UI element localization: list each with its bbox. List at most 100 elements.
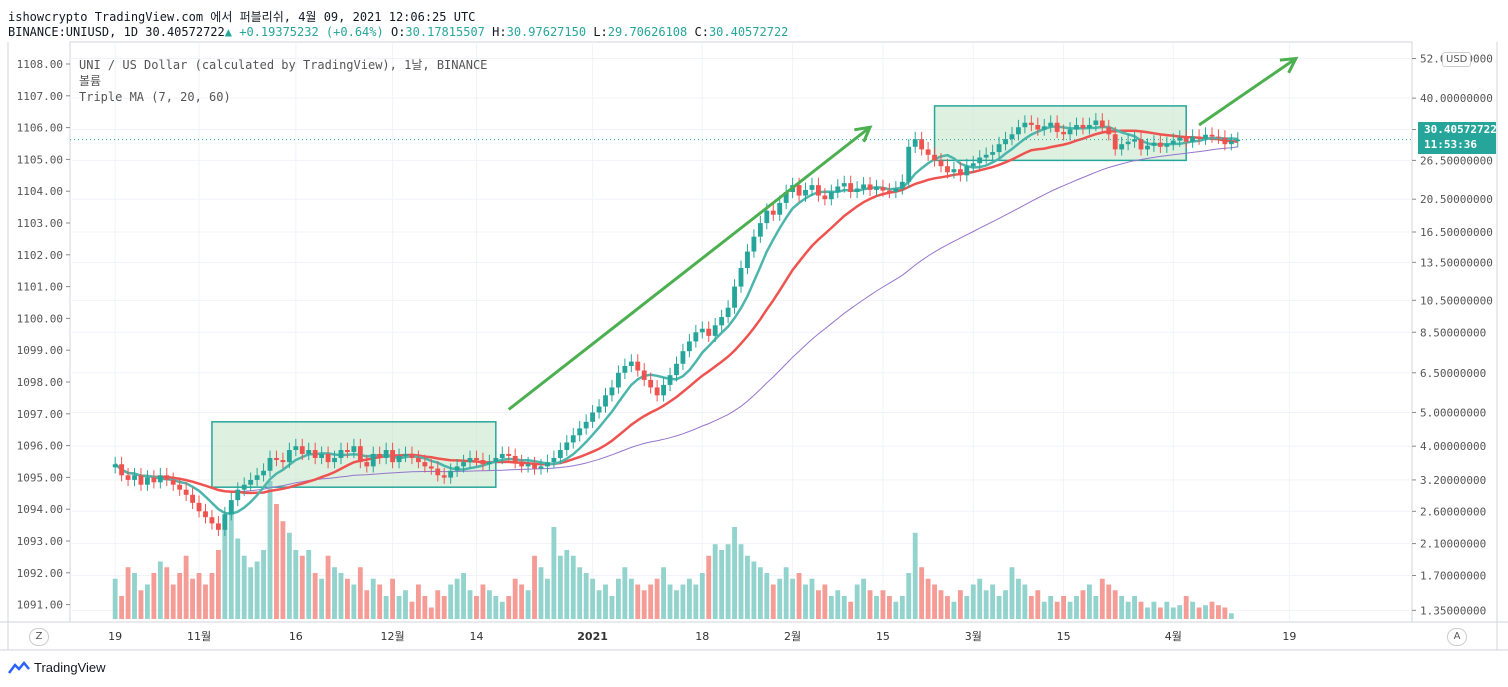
candle-body: [157, 475, 163, 483]
legend-volume[interactable]: 볼륨: [79, 74, 102, 88]
right-axis-label: 2.60000000: [1420, 505, 1486, 518]
volume-bar: [628, 578, 634, 619]
candle-body: [564, 442, 570, 451]
volume-bar: [203, 584, 208, 619]
candle-body: [403, 453, 408, 456]
candle-body: [603, 395, 608, 407]
low-value: 29.70626108: [607, 25, 688, 39]
left-axis-label: 1094.00: [17, 503, 63, 516]
candle-body: [125, 475, 131, 480]
candle-body: [674, 363, 679, 376]
candle-body: [803, 189, 808, 196]
last-price: 30.40572722: [145, 25, 225, 39]
volume-bar: [1138, 601, 1144, 619]
candle-body: [215, 523, 221, 530]
volume-bar: [693, 584, 699, 619]
candle-body: [641, 370, 647, 380]
candle-body: [1222, 137, 1228, 145]
candle-body: [1093, 120, 1099, 125]
candle-body: [1106, 127, 1112, 135]
candle-body: [138, 475, 144, 485]
left-axis-label: 1098.00: [17, 376, 63, 389]
candle-body: [816, 185, 821, 196]
volume-bar: [667, 584, 673, 619]
volume-bar: [170, 584, 176, 619]
candle-body: [338, 450, 344, 458]
volume-bar: [1067, 601, 1073, 619]
candle-body: [835, 186, 841, 192]
auto-scale-button[interactable]: A: [1447, 628, 1467, 646]
volume-bar: [248, 567, 254, 619]
candle-body: [938, 160, 944, 167]
candle-body: [145, 477, 150, 485]
left-axis-label: 1104.00: [17, 185, 63, 198]
volume-bar: [816, 590, 821, 619]
volume-bar: [377, 584, 383, 619]
candle-body: [1196, 136, 1202, 139]
candle-body: [396, 455, 402, 463]
x-axis-label: 14: [469, 630, 483, 643]
volume-bar: [512, 578, 518, 619]
candle-body: [435, 468, 441, 476]
candle-body: [538, 466, 544, 469]
volume-bar: [970, 584, 976, 619]
tradingview-brand[interactable]: TradingView: [8, 660, 106, 675]
candle-body: [712, 325, 718, 336]
candle-body: [1132, 139, 1137, 142]
candle-body: [1028, 122, 1034, 125]
ma-60-line: [114, 146, 1238, 493]
candle-body: [345, 450, 350, 452]
volume-bar: [990, 584, 996, 619]
volume-bar: [506, 596, 512, 619]
volume-bar: [538, 567, 544, 619]
volume-bar: [1177, 605, 1183, 619]
high-label: H:: [492, 25, 507, 39]
volume-bar: [1009, 567, 1015, 619]
candle-body: [228, 500, 234, 515]
arrow-head: [1279, 56, 1299, 74]
candle-body: [1080, 124, 1086, 129]
volume-bar: [1170, 607, 1176, 619]
legend-ma[interactable]: Triple MA (7, 20, 60): [79, 90, 231, 104]
volume-bar: [770, 584, 776, 619]
volume-bar: [1190, 601, 1196, 619]
currency-button[interactable]: USD: [1442, 52, 1472, 67]
volume-bar: [499, 601, 505, 619]
candle-body: [764, 210, 770, 224]
candle-body: [693, 332, 699, 342]
candle-body: [912, 139, 918, 147]
left-axis-label: 1105.00: [17, 153, 63, 166]
candle-body: [428, 466, 434, 469]
candle-body: [486, 462, 492, 465]
candle-body: [448, 470, 454, 478]
candle-body: [680, 351, 686, 364]
volume-bar: [828, 596, 834, 619]
right-axis-label: 8.50000000: [1420, 326, 1486, 339]
volume-bar: [1093, 596, 1099, 619]
volume-bar: [1003, 590, 1008, 619]
tradingview-logo-icon: [8, 660, 30, 674]
candle-body: [699, 328, 705, 333]
candle-body: [738, 268, 744, 287]
volume-bar: [1061, 596, 1067, 619]
candle-body: [332, 457, 337, 463]
candle-body: [325, 453, 331, 463]
volume-bar: [196, 573, 202, 619]
candle-body: [970, 163, 976, 167]
candle-body: [1190, 136, 1196, 142]
candle-body: [119, 464, 125, 476]
candle-body: [1145, 145, 1150, 150]
candle-body: [828, 191, 834, 200]
zoom-button[interactable]: Z: [29, 628, 49, 646]
volume-bar: [745, 555, 750, 619]
candle-body: [577, 428, 583, 436]
volume-bar: [1048, 596, 1054, 619]
candle-body: [1170, 140, 1176, 145]
candle-body: [454, 466, 460, 471]
candle-body: [1086, 124, 1092, 129]
volume-bar: [228, 504, 234, 619]
volume-bar: [945, 596, 950, 619]
candle-body: [351, 446, 357, 452]
volume-bar: [983, 590, 989, 619]
